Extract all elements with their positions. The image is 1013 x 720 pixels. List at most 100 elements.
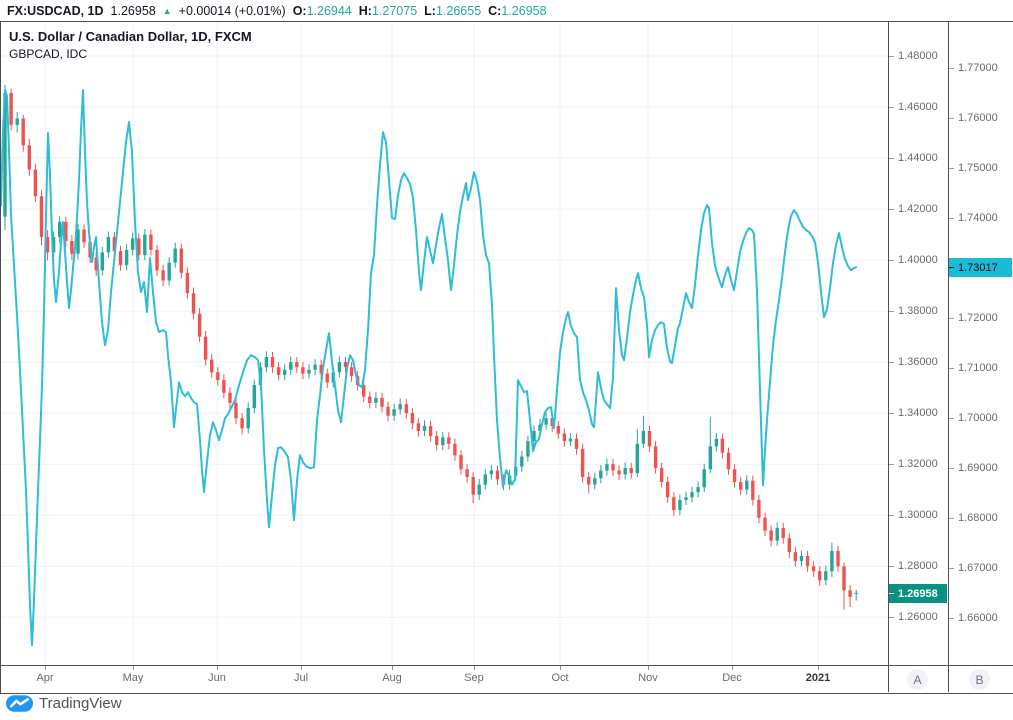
time-tick-label: Jul	[293, 672, 309, 684]
candle-body	[477, 484, 481, 495]
candle-body	[769, 530, 773, 541]
time-tick-mark	[560, 666, 561, 670]
candle-body	[574, 438, 579, 449]
chart-legend: U.S. Dollar / Canadian Dollar, 1D, FXCM …	[9, 29, 252, 61]
price-axis-gbpcad[interactable]: 1.77000 1.76000 1.75000 1.74000 1.72000 1.710…	[949, 22, 1013, 665]
tradingview-attribution[interactable]: TradingView	[6, 695, 122, 712]
candle-body	[811, 566, 816, 572]
time-tick-label: Apr	[36, 672, 54, 684]
candle-body	[678, 499, 682, 511]
time-tick-label: Dec	[722, 672, 742, 684]
candle-body	[453, 443, 457, 456]
candle-body	[617, 470, 621, 475]
candle-body	[605, 464, 609, 471]
candle-body	[76, 229, 80, 254]
candle-body	[39, 196, 44, 238]
gbpcad-last-price-label: 1.73017	[949, 258, 1012, 277]
gbpcad-price-tick: 1.69000	[949, 460, 998, 476]
open-label: O:	[292, 3, 307, 18]
candle-body	[398, 404, 402, 410]
time-tick-label: Oct	[551, 672, 569, 684]
candle-body	[191, 293, 196, 314]
legend-compare-series[interactable]: GBPCAD, IDC	[9, 47, 88, 61]
candle-body	[684, 497, 688, 500]
legend-main-series[interactable]: U.S. Dollar / Canadian Dollar, 1D, FXCM	[9, 29, 252, 44]
candle-body	[289, 362, 293, 370]
candle-body	[410, 413, 415, 424]
time-tick-mark	[818, 666, 819, 670]
candle-body	[270, 357, 275, 368]
usdcad-price-tick: 1.36000	[889, 354, 938, 370]
candle-body	[319, 364, 323, 374]
candle-body	[787, 538, 791, 553]
price-chart[interactable]	[1, 22, 888, 665]
candle-body	[118, 251, 123, 266]
candle-body	[337, 362, 342, 373]
ticker-high: H:1.27075	[359, 4, 417, 18]
candle-body	[362, 385, 366, 397]
candle-body	[824, 571, 828, 581]
high-value: 1.27075	[371, 3, 418, 18]
candle-body	[465, 469, 469, 477]
time-tick-label: Sep	[464, 672, 484, 684]
candle-body	[161, 270, 165, 281]
candle-body	[131, 238, 135, 250]
usdcad-price-tick: 1.44000	[889, 150, 938, 166]
candle-body	[580, 448, 585, 477]
candle-body	[252, 385, 256, 409]
candle-body	[313, 364, 317, 370]
candle-body	[471, 476, 475, 495]
candle-body	[15, 118, 19, 125]
candle-body	[635, 443, 639, 474]
candle-body	[775, 527, 779, 541]
candle-body	[726, 452, 731, 470]
candle-body	[173, 248, 177, 263]
high-label: H:	[358, 3, 372, 18]
candle-body	[562, 433, 567, 442]
candle-body	[143, 234, 147, 255]
ticker-low: L:1.26655	[424, 4, 481, 18]
chart-panel: U.S. Dollar / Canadian Dollar, 1D, FXCM …	[0, 21, 1013, 694]
time-tick-mark	[301, 666, 302, 670]
time-axis[interactable]: A B Apr May Jun Jul Aug Sep Oct Nov Dec 2021	[1, 666, 1013, 692]
candle-body	[185, 272, 190, 294]
candle-body	[854, 592, 858, 594]
candle-body	[374, 397, 378, 403]
candle-body	[495, 470, 500, 480]
candle-body	[720, 438, 725, 453]
candle-body	[276, 367, 281, 375]
axis-b-button[interactable]: B	[969, 669, 990, 690]
ticker-change: +0.00014 (+0.01%)	[178, 3, 286, 18]
axis-a-button[interactable]: A	[907, 669, 928, 690]
usdcad-price-tick: 1.40000	[889, 252, 938, 268]
candle-body	[27, 145, 31, 170]
usdcad-price-tick: 1.26000	[889, 609, 938, 625]
candle-body	[137, 238, 141, 255]
candle-body	[94, 257, 98, 271]
candle-body	[149, 234, 153, 250]
time-tick-label: May	[122, 672, 144, 684]
candle-body	[544, 418, 548, 425]
candle-body	[836, 550, 840, 567]
candle-body	[587, 476, 591, 485]
candle-body	[3, 93, 7, 217]
candle-body	[739, 482, 743, 490]
gbpcad-price-tick: 1.76000	[949, 110, 998, 126]
candle-body	[690, 492, 694, 498]
candle-body	[392, 409, 396, 416]
candle-body	[793, 552, 798, 562]
gbpcad-price-tick: 1.67000	[949, 560, 998, 576]
time-tick-label: Jun	[208, 672, 226, 684]
candle-body	[647, 431, 652, 447]
tradingview-logo-icon	[6, 695, 33, 712]
gbpcad-price-tick: 1.72000	[949, 310, 998, 326]
candle-body	[283, 369, 287, 375]
candle-body	[696, 487, 700, 493]
candle-body	[842, 566, 846, 591]
candle-body	[179, 248, 183, 273]
time-tick-label: Nov	[638, 672, 658, 684]
candle-body	[45, 237, 50, 253]
price-axis-usdcad[interactable]: 1.48000 1.46000 1.44000 1.42000 1.40000 1.380…	[889, 22, 948, 665]
candle-body	[641, 431, 646, 444]
gbpcad-price-tick: 1.68000	[949, 510, 998, 526]
